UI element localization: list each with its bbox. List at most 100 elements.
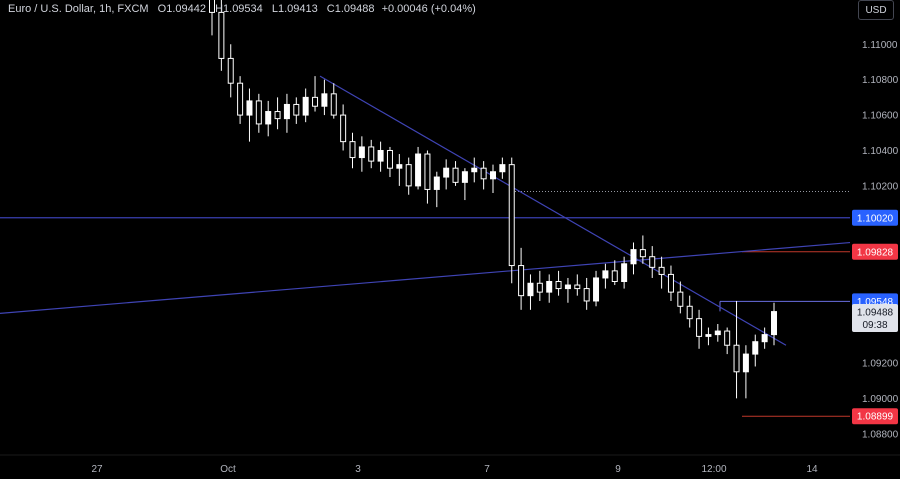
candle-body [583,288,590,302]
candle-body [293,103,300,116]
candle-body [274,111,281,120]
trendlines [0,75,851,346]
candle-body [686,305,693,320]
candle-body [714,330,721,336]
candle-body [752,341,759,355]
chart-legend-header: Euro / U.S. Dollar, 1h, FXCM O1.09442 H1… [8,3,476,15]
y-tick-label: 1.10600 [862,111,899,122]
price-badge: 1.10020 [857,213,894,224]
high-value: 1.09534 [223,3,263,15]
y-tick-label: 1.09200 [862,358,899,369]
candle-body [724,330,731,346]
horizontal-levels [0,191,850,417]
candle-body [405,164,412,187]
descending-trendline [319,75,787,346]
candle-body [386,149,393,169]
candle-body [593,277,600,302]
candle-body [639,249,646,258]
candle-body [630,249,637,265]
candle-body [602,270,609,279]
low-value: 1.09413 [277,3,318,15]
y-tick-label: 1.10200 [862,181,899,192]
candle-body [705,334,712,337]
y-tick-label: 1.08800 [862,429,899,440]
symbol-title: Euro / U.S. Dollar, 1h, FXCM [8,3,149,15]
price-badge-bg [852,408,898,425]
candle-body [330,93,337,116]
candle-body [742,353,749,373]
candles [209,0,777,399]
candle-body [443,167,450,178]
x-tick-label: 7 [484,464,490,475]
candle-body [499,164,506,173]
candle-body [611,270,618,282]
y-tick-label: 1.10400 [862,146,899,157]
candle-body [667,273,674,293]
last-price-label: 1.09488 [857,307,894,318]
candle-body [321,93,328,107]
candle-body [649,256,656,268]
price-badge-bg [852,209,898,226]
x-tick-label: 12:00 [701,464,726,475]
y-tick-label: 1.11000 [862,40,898,51]
candle-body [283,103,290,120]
candle-body [733,344,740,373]
candle-body [302,96,309,116]
open-value: 1.09442 [166,3,206,15]
x-tick-label: 3 [355,464,361,475]
y-tick-label: 1.09000 [862,394,899,405]
candle-body [368,146,375,162]
x-tick-label: 27 [91,464,103,475]
bar-countdown-label: 09:38 [862,320,887,331]
price-badge: 1.08899 [857,412,894,423]
candle-body [227,57,234,84]
x-tick-label: 14 [806,464,818,475]
candle-body [349,141,356,159]
x-tick-label: 9 [615,464,621,475]
candle-body [771,311,777,336]
candle-body [536,282,543,293]
change-value: +0.00046 (+0.04%) [381,3,476,15]
candle-body [452,167,459,183]
candle-body [518,265,525,297]
candle-body [564,284,571,290]
candle-body [527,282,534,297]
candle-body [237,82,244,116]
high-label: H [215,3,224,15]
candle-body [246,100,253,116]
candle-body [555,280,562,290]
open-label: O [157,3,167,15]
candle-body [658,266,665,275]
candle-body [358,146,365,159]
price-badge: 1.09828 [857,247,894,258]
candle-body [461,171,468,183]
candle-body [312,96,319,107]
candle-body [490,171,496,180]
candle-body [546,280,553,293]
currency-button[interactable]: USD [858,0,894,20]
x-tick-label: Oct [220,464,236,475]
candle-body [508,164,515,267]
low-label: L [271,3,278,15]
candle-body [209,0,215,13]
candle-body [340,114,347,143]
candle-body [255,100,262,125]
last-price-badge-bg [852,303,898,332]
candle-body [218,11,225,59]
candle-body [377,149,384,162]
candle-body [574,284,581,290]
candle-body [480,167,487,180]
candle-body [415,153,422,187]
close-label: C [326,3,335,15]
candle-body [396,164,403,169]
candle-body [677,291,684,307]
candle-body [621,263,628,282]
price-badges: 1.10020 1.09828 1.09548 1.08899 1.09488 09:38 [852,209,898,425]
candle-body [696,318,703,337]
price-axis: 1.11000 1.10800 1.10600 1.10400 1.10200 1.092… [862,40,899,440]
candle-body [471,167,478,173]
time-axis: 27 Oct 3 7 9 12:00 14 [91,464,818,475]
ascending-trendline [0,241,851,314]
price-badge-bg [852,243,898,260]
